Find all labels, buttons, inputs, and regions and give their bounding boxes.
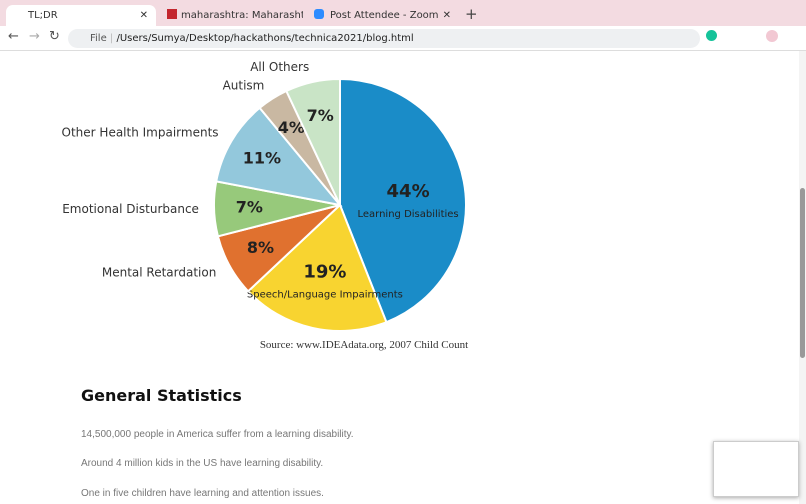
toolbar: ← → ↻ File | /Users/Sumya/Desktop/hackat… <box>0 26 806 51</box>
slice-percent: 8% <box>247 238 274 257</box>
tab[interactable]: TL;DR ✕ <box>6 5 156 30</box>
forward-button[interactable]: → <box>29 29 40 44</box>
scheme: File <box>90 33 107 44</box>
pie-chart: Source: www.IDEAdata.org, 2007 Child Cou… <box>62 60 469 351</box>
new-tab-button[interactable]: + <box>465 5 478 23</box>
tab-title: Post Attendee - Zoom <box>330 10 439 21</box>
paragraph: 14,500,000 people in America suffer from… <box>81 429 354 440</box>
chart-source: Source: www.IDEAdata.org, 2007 Child Cou… <box>260 339 468 351</box>
pie-slice <box>285 77 341 206</box>
slice-label: Learning Disabilities <box>357 209 458 220</box>
slice-label: All Others <box>250 60 309 74</box>
extension-icon[interactable] <box>706 30 717 41</box>
pie-slice <box>246 203 388 332</box>
tab-title: maharashtra: Maharashtra enc <box>181 10 303 21</box>
slice-percent: 7% <box>307 106 334 125</box>
slice-label: Speech/Language Impairments <box>247 290 403 301</box>
pie-slice <box>339 77 467 324</box>
tab-title: TL;DR <box>28 10 58 21</box>
address-bar[interactable]: File | /Users/Sumya/Desktop/hackathons/t… <box>68 29 700 48</box>
slice-percent: 19% <box>303 262 346 283</box>
scrollbar[interactable] <box>799 51 806 504</box>
profile-icon[interactable] <box>766 30 778 42</box>
back-button[interactable]: ← <box>8 29 19 44</box>
tab[interactable]: Post Attendee - Zoom ✕ <box>310 5 455 30</box>
slice-label: Emotional Disturbance <box>62 202 199 216</box>
reload-button[interactable]: ↻ <box>49 29 60 44</box>
slice-percent: 11% <box>243 148 281 167</box>
slice-label: Mental Retardation <box>102 265 216 279</box>
page-thumbnail[interactable] <box>713 441 799 497</box>
paragraph: Around 4 million kids in the US have lea… <box>81 458 324 469</box>
pie-slice <box>215 106 343 207</box>
slice-percent: 4% <box>278 118 305 137</box>
tab[interactable]: maharashtra: Maharashtra enc <box>163 5 303 30</box>
slice-percent: 7% <box>236 197 263 216</box>
slice-label: Autism <box>223 78 265 92</box>
content: Source: www.IDEAdata.org, 2007 Child Cou… <box>0 51 798 504</box>
tab-strip: TL;DR✕ maharashtra: Maharashtra enc Post… <box>0 0 806 30</box>
section-heading: General Statistics <box>81 386 242 405</box>
slice-percent: 44% <box>387 181 430 202</box>
slice-label: Other Health Impairments <box>62 126 219 140</box>
paragraph: One in five children have learning and a… <box>81 488 324 499</box>
url: /Users/Sumya/Desktop/hackathons/technica… <box>116 33 414 44</box>
